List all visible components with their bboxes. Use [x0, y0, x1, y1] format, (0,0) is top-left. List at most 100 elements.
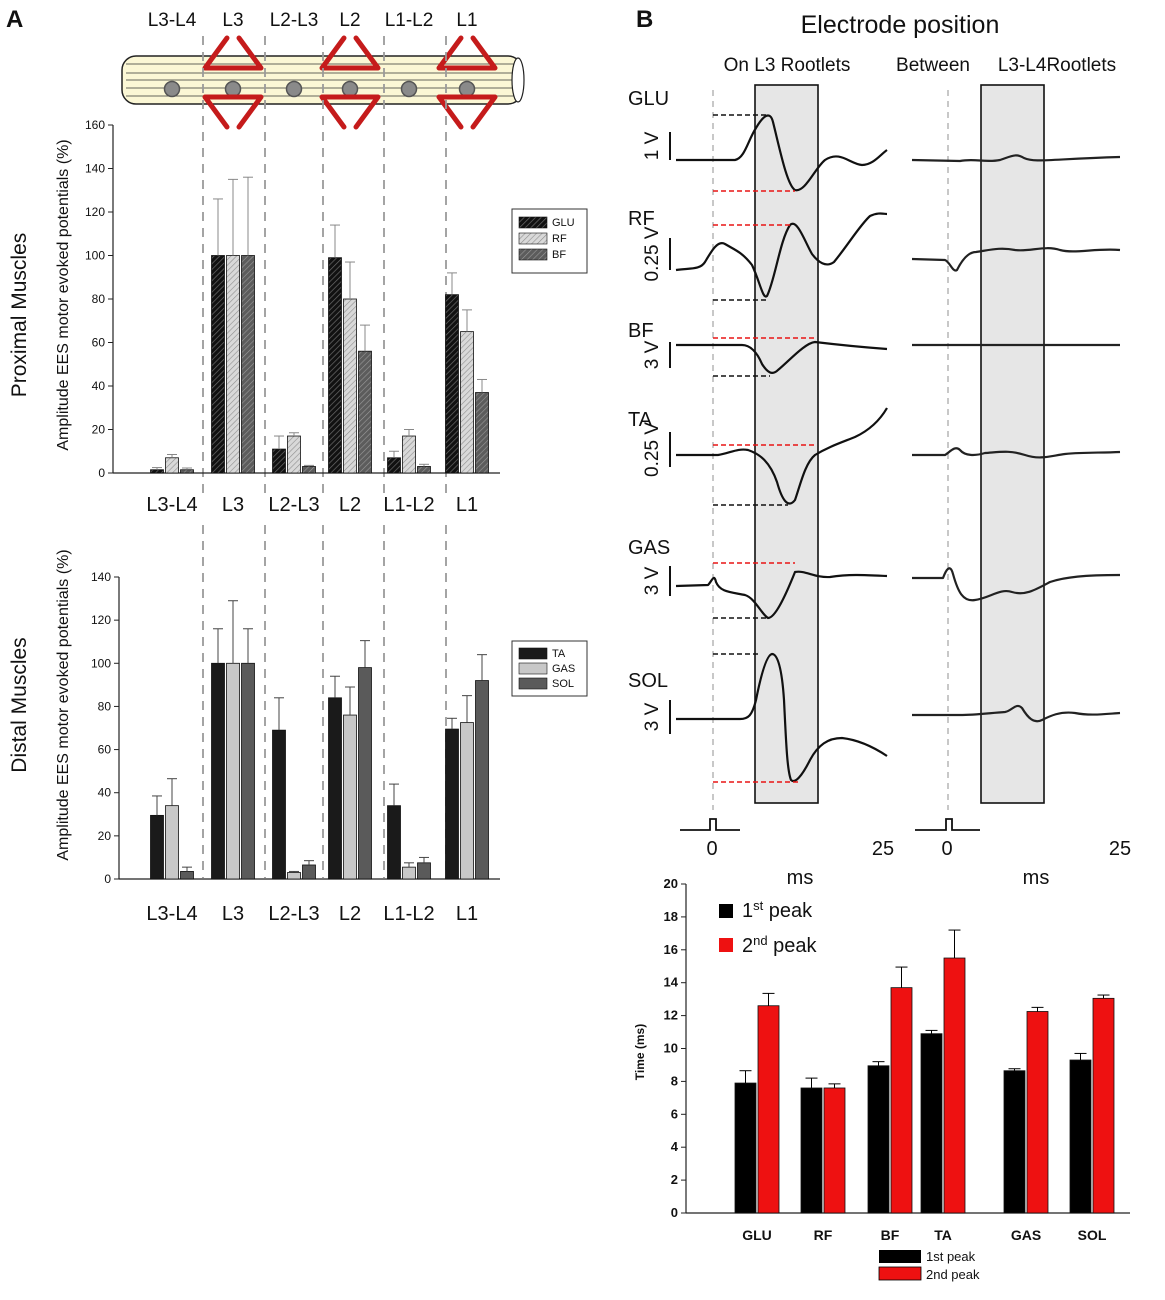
distal-bar-SOL-L1: [475, 680, 489, 880]
scale-label-GAS: 3 V: [642, 566, 663, 595]
proximal-y-tick-label: 120: [85, 205, 105, 219]
rootlet-lower: [202, 94, 264, 130]
latency-bar-1st peak-TA: [920, 1033, 943, 1214]
cord-label-L3: L3: [222, 10, 243, 31]
proximal-bar-BF-L1-L2: [417, 466, 431, 474]
latency-y-tick-label: 16: [664, 942, 678, 957]
latency-legend-label-2nd: 2nd peak: [742, 933, 818, 958]
scale-label-GLU: 1 V: [642, 131, 663, 160]
cord-label-L2-L3: L2-L3: [270, 10, 319, 31]
distal-y-tick-label: 100: [91, 656, 111, 670]
right-time-zero: 0: [941, 838, 952, 860]
panel-b-letter: B: [636, 6, 653, 33]
trace-label-GAS: GAS: [628, 537, 670, 559]
cord-label-L2: L2: [339, 10, 360, 31]
cord-label-L1-L2: L1-L2: [385, 10, 434, 31]
proximal-bar-BF-L2-L3: [302, 466, 316, 474]
distal-legend-label-TA: TA: [552, 648, 566, 660]
on-l3-rootlets-header: On L3 Rootlets: [724, 55, 851, 76]
proximal-bar-GLU-L1-L2: [387, 457, 401, 474]
distal-y-tick-label: 120: [91, 613, 111, 627]
rootlet-upper: [436, 35, 498, 71]
proximal-muscles-label: Proximal Muscles: [8, 233, 31, 398]
proximal-y-tick-label: 140: [85, 162, 105, 176]
trace-on-l3-RF: [675, 212, 888, 298]
distal-bar-TA-L1: [445, 728, 459, 880]
latency-y-tick-label: 8: [671, 1073, 678, 1088]
right-time-unit: ms: [1023, 867, 1050, 889]
proximal-bar-GLU-L3-L4: [150, 469, 164, 474]
proximal-y-tick-label: 20: [92, 423, 106, 437]
proximal-bar-RF-L2-L3: [287, 435, 301, 474]
proximal-bar-GLU-L2: [328, 257, 342, 474]
distal-bar-GAS-L1: [460, 722, 474, 880]
proximal-bar-RF-L3-L4: [165, 457, 179, 474]
latency-y-tick-label: 6: [671, 1106, 678, 1121]
proximal-bar-GLU-L1: [445, 294, 459, 474]
trace-on-l3-SOL: [676, 652, 888, 783]
distal-bar-TA-L3-L4: [150, 814, 164, 880]
latency-bar-2nd peak-BF: [890, 987, 913, 1214]
proximal-y-tick-label: 60: [92, 336, 106, 350]
proximal-legend-label-GLU: GLU: [552, 217, 575, 229]
distal-legend-swatch-SOL: [518, 677, 548, 690]
distal-y-tick-label: 80: [98, 699, 112, 713]
proximal-y-tick-label: 80: [92, 292, 106, 306]
distal-category-label-L3-L4: L3-L4: [146, 903, 197, 925]
scale-label-BF: 3 V: [642, 340, 663, 369]
scale-label-SOL: 3 V: [642, 702, 663, 731]
trace-between-GAS: [912, 567, 1121, 602]
left-time-zero: 0: [706, 838, 717, 860]
scale-label-RF: 0.25 V: [642, 226, 663, 281]
latency-category-label-SOL: SOL: [1078, 1227, 1107, 1243]
distal-bar-GAS-L1-L2: [402, 866, 416, 880]
proximal-y-tick-label: 100: [85, 249, 105, 263]
left-time-end: 25: [872, 838, 894, 860]
latency-category-label-GLU: GLU: [742, 1227, 772, 1243]
rootlet-lower: [319, 94, 381, 130]
distal-bar-TA-L2-L3: [272, 729, 286, 880]
trace-label-GLU: GLU: [628, 88, 669, 110]
distal-bar-TA-L1-L2: [387, 805, 401, 880]
proximal-bar-RF-L1-L2: [402, 435, 416, 474]
left-time-unit: ms: [787, 867, 814, 889]
proximal-bar-RF-L2: [343, 298, 357, 474]
dynamic-layer: L3-L4 L3 L2-L3 L2 L1-L2 L10204060801001201401…: [85, 10, 1130, 1282]
proximal-y-axis-label: Amplitude EES motor evoked potentials (%…: [55, 139, 72, 450]
latency-bottom-swatch-1st: [879, 1250, 921, 1263]
latency-y-tick-label: 4: [671, 1139, 679, 1154]
distal-muscles-label: Distal Muscles: [8, 637, 31, 772]
distal-bar-SOL-L3: [241, 662, 255, 880]
distal-category-label-L1-L2: L1-L2: [383, 903, 434, 925]
l3-l4-rootlets-header: L3-L4Rootlets: [998, 55, 1116, 76]
electrode-contact: [285, 80, 303, 98]
distal-legend-label-SOL: SOL: [552, 678, 574, 690]
proximal-category-label-L2: L2: [339, 494, 361, 516]
electrode-contact: [163, 80, 181, 98]
latency-bar-1st peak-BF: [867, 1065, 890, 1214]
latency-category-label-BF: BF: [881, 1227, 900, 1243]
panel-a-letter: A: [6, 6, 23, 33]
latency-bar-2nd peak-TA: [943, 957, 966, 1214]
cord-end-cap: [511, 57, 525, 103]
distal-category-label-L1: L1: [456, 903, 478, 925]
latency-bar-1st peak-GAS: [1003, 1070, 1026, 1214]
latency-bar-2nd peak-GAS: [1026, 1011, 1049, 1214]
trace-label-SOL: SOL: [628, 670, 668, 692]
proximal-legend-swatch-BF: [518, 248, 548, 261]
proximal-bar-RF-L1: [460, 331, 474, 474]
left-response-window: [754, 84, 819, 804]
proximal-category-label-L3: L3: [222, 494, 244, 516]
latency-category-label-GAS: GAS: [1011, 1227, 1041, 1243]
latency-y-tick-label: 20: [664, 876, 678, 891]
proximal-bar-BF-L2: [358, 350, 372, 474]
distal-bar-GAS-L3: [226, 662, 240, 880]
distal-legend-swatch-TA: [518, 647, 548, 660]
between-header: Between: [896, 55, 970, 76]
proximal-bar-BF-L3: [241, 255, 255, 474]
latency-bar-2nd peak-SOL: [1092, 997, 1115, 1214]
distal-y-tick-label: 0: [104, 872, 111, 886]
latency-legend-label-1st: 1st peak: [742, 898, 813, 923]
latency-bar-1st peak-RF: [800, 1087, 823, 1214]
